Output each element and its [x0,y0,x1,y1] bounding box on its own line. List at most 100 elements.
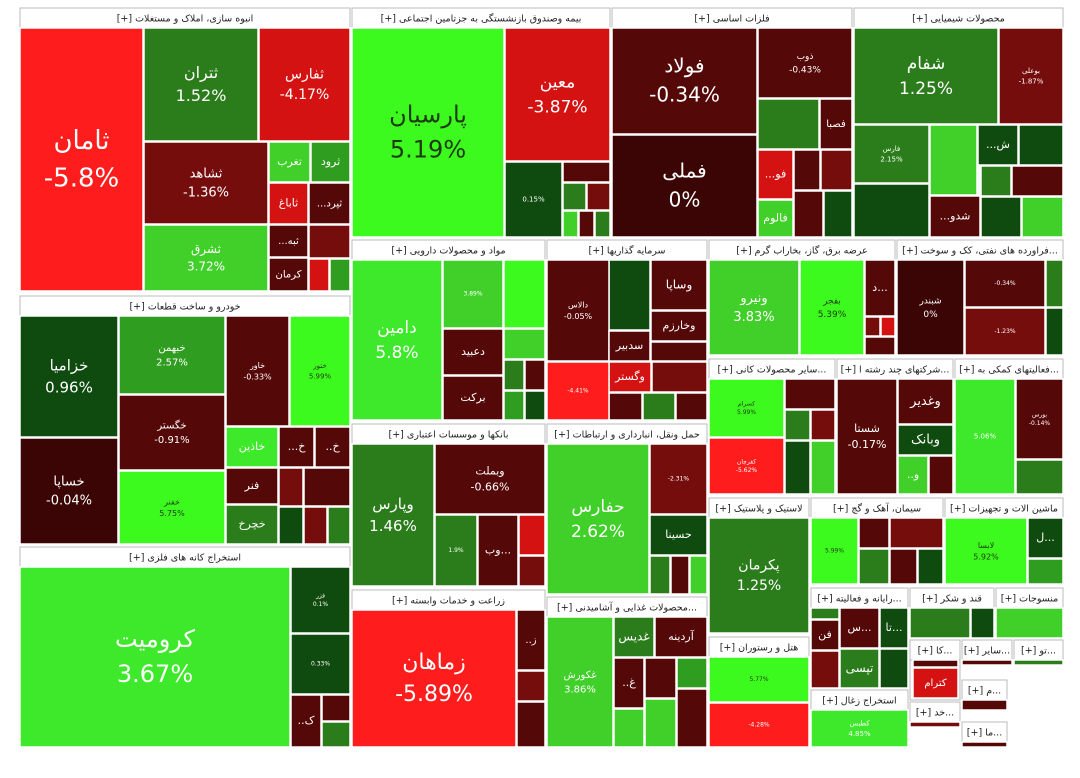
tile-name: معین [540,73,575,93]
tile-name: کسرام [738,400,755,407]
tile-name: ک.. [298,714,315,727]
sector-title[interactable]: قند و شکر [+] [922,594,982,605]
tile [810,650,840,689]
tile-name: وساپا [666,278,693,293]
tile-change: -4.41% [567,388,589,395]
tile [327,506,351,545]
sector: ...م [+] [961,679,1008,711]
tile-name: ونیرو [739,291,767,306]
tile-change: -1.36% [183,185,229,200]
sector-title[interactable]: ...کا [+] [918,646,953,657]
sector-title[interactable]: لاستیک و پلاستیک [+] [715,504,802,515]
tile [518,514,546,556]
sector-title[interactable]: ...م [+] [968,686,1001,697]
sector-title[interactable]: منسوجات [+] [1001,594,1058,605]
tile-change: 0.15% [522,196,545,204]
sector-title[interactable]: عرضه برق، گاز، بخاراب گرم [+] [736,245,867,257]
tile-name: شدو... [940,210,971,223]
sector-title[interactable]: انبوه سازی، املاک و مستغلات [+] [117,14,254,25]
tile-name: آردینه [668,629,694,643]
tile [1013,659,1064,666]
tile-name: ختور [312,362,326,370]
sector: ...کا [+] کترام [909,639,961,701]
sector-title[interactable]: استخراج زغال [+] [822,696,896,707]
tile [351,27,505,238]
tile-change: -5.62% [736,467,758,474]
tile [290,694,322,748]
tile-name: ذوب [797,52,814,62]
tile [864,316,881,337]
sector-title[interactable]: ...فراورده های نفتی، کک و سوخت [+] [902,246,1058,257]
tile [442,259,504,329]
sector-title[interactable]: سرمایه گذاریها [+] [589,245,666,257]
tile [225,467,279,505]
sector-title[interactable]: ...رایانه و فعالیته [+] [817,594,901,605]
sector-title[interactable]: هتل و رستوران [+] [720,643,799,654]
tile [504,161,563,238]
sector-title[interactable]: بیمه وصندوق بازنشستگی به جزتامین اجتماعی… [381,13,582,25]
tile-change: -0.05% [564,312,593,321]
tile-change: -3.87% [527,97,587,117]
tile [308,224,351,259]
tile [649,514,708,556]
tile [118,315,226,395]
tile [649,555,671,595]
tile-change: 1.46% [369,517,417,535]
tile [810,709,909,748]
sector-title[interactable]: ...فعالیتهای کمکی به [+] [959,365,1059,376]
tile [929,195,981,238]
sector-title[interactable]: فلزات اساسی [+] [694,14,769,25]
sector-title[interactable]: محصولات شیمیایی [+] [912,14,1005,25]
sector-title[interactable]: ...سایر محصولات کانی [+] [718,365,827,376]
tile [143,27,259,142]
tile [879,648,909,689]
tile-change: 4.85% [848,730,871,738]
tile-name: ثبه... [278,236,299,247]
sector-title[interactable]: ...محصولات غذایی و آشامیدنی [+] [557,601,697,614]
sector-title[interactable]: ...ما [+] [967,728,1002,739]
sector: انبوه سازی، املاک و مستغلات [+] ثامان -5.8… [19,7,351,292]
tile [708,437,785,495]
tile-change: -0.91% [154,435,189,446]
tile [799,259,865,356]
tile-name: فولاد [664,54,704,78]
sector-title[interactable]: ...سایر [+] [964,646,1010,657]
sector-title[interactable]: بانکها و موسسات اعتباری [+] [389,430,509,441]
tile [546,616,614,748]
sector-title[interactable]: خودرو و ساخت قطعات [+] [129,302,240,313]
sector-title[interactable]: ...خد [+] [916,708,954,719]
tile [225,504,279,545]
sector-title[interactable]: حمل ونقل، انبارداری و ارتباطات [+] [554,430,700,441]
tile [578,210,595,238]
sector-title[interactable]: ماشین الات و تجهیزات [+] [950,504,1058,515]
tile [864,336,896,356]
tile-name: ...د [872,281,887,294]
sector-title[interactable]: ...تو [+] [1021,646,1056,657]
tile [268,257,309,292]
tile-name: فنر [244,479,260,492]
sector-title[interactable]: استخراج کانه های فلزی [+] [129,553,241,564]
sector: خودرو و ساخت قطعات [+] خزامیا 0.96% خساپا -0… [19,295,351,545]
tile-name: خزامیا [50,357,89,375]
sector: بیمه وصندوق بازنشستگی به جزتامین اجتماعی… [351,7,611,238]
tile [651,361,708,393]
sector: ...فعالیتهای کمکی به [+] 5.06% بورس -0.14% [954,358,1064,495]
tile-name: ثامان [53,126,109,156]
sector: سرمایه گذاریها [+] دالاس -0.05% وساپا وخارزم… [546,239,708,421]
tile-change: 0% [923,310,938,320]
sector-title[interactable]: مواد و محصولات دارویی [+] [391,246,505,257]
sector-title[interactable]: سیمان، آهک و گچ [+] [833,502,921,515]
tile [961,699,1008,711]
tile [793,190,824,238]
tile-change: -0.66% [471,480,510,493]
tile-name: بفجر [822,297,841,307]
tile-name: فن [818,628,832,641]
tile [314,426,351,468]
tile-name: غدیس [618,630,649,645]
tile [225,426,279,468]
sector-title[interactable]: زراعت و خدمات وابسته [+] [392,596,505,607]
sector-title[interactable]: ...شرکتهای چند رشته ا [+] [841,365,950,376]
tile [308,258,330,292]
tile [504,27,611,162]
tile [1045,307,1064,356]
